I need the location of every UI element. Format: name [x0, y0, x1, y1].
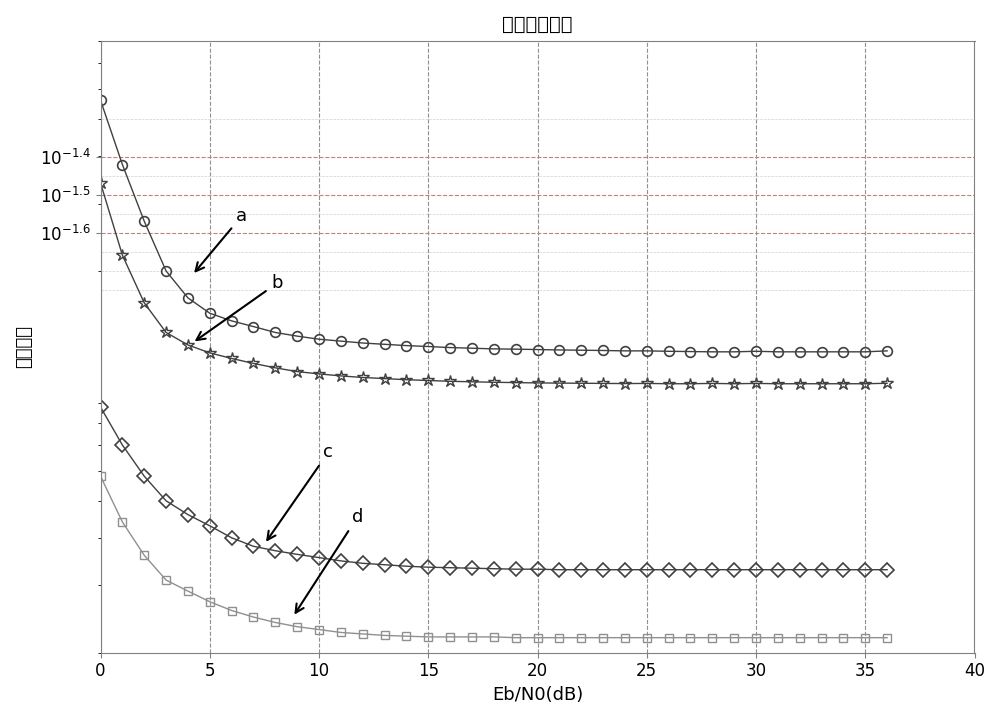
Text: c: c [267, 444, 333, 540]
Y-axis label: 均方误差: 均方误差 [15, 326, 33, 368]
Text: d: d [296, 508, 363, 613]
Text: a: a [196, 207, 247, 271]
X-axis label: Eb/N0(dB): Eb/N0(dB) [492, 686, 583, 704]
Text: b: b [196, 275, 282, 340]
Title: 均方误差曲线: 均方误差曲线 [502, 15, 573, 34]
